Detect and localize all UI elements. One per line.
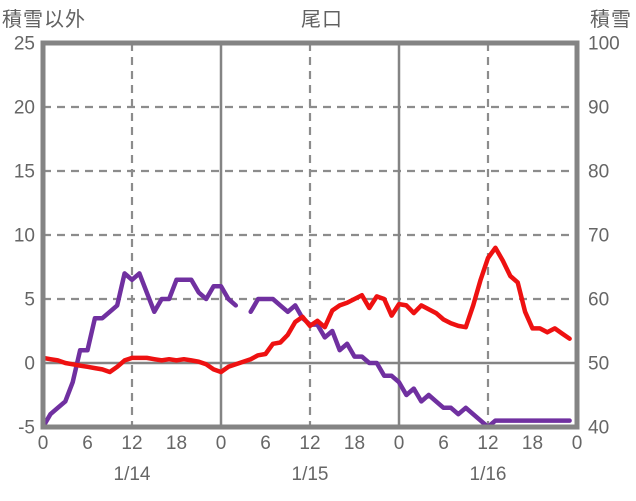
y-left-tick-label: 15 — [14, 162, 35, 183]
x-date-label: 1/16 — [470, 464, 507, 485]
x-hour-tick-label: 12 — [477, 433, 498, 454]
y-right-tick-label: 60 — [588, 290, 609, 311]
y-right-tick-label: 100 — [588, 34, 620, 55]
y-left-tick-label: 10 — [14, 226, 35, 247]
x-date-label: 1/15 — [292, 464, 329, 485]
y-left-tick-label: -5 — [18, 418, 35, 439]
y-right-tick-label: 70 — [588, 226, 609, 247]
x-hour-tick-label: 6 — [82, 433, 93, 454]
x-hour-tick-label: 12 — [121, 433, 142, 454]
x-hour-tick-label: 6 — [438, 433, 449, 454]
y-left-tick-label: 5 — [24, 290, 35, 311]
y-left-tick-label: 25 — [14, 34, 35, 55]
y-right-tick-label: 50 — [588, 354, 609, 375]
x-hour-tick-label: 18 — [344, 433, 365, 454]
series-line-non-snow — [40, 245, 572, 375]
x-hour-tick-label: 0 — [572, 433, 583, 454]
x-hour-tick-label: 18 — [522, 433, 543, 454]
chart-title: 尾口 — [301, 9, 343, 31]
left-axis-title: 積雪以外 — [2, 9, 86, 31]
right-axis-title: 積雪 — [590, 9, 632, 31]
y-right-tick-label: 40 — [588, 418, 609, 439]
plot-frame — [40, 40, 580, 430]
series-line-snow-depth — [40, 271, 572, 430]
x-hour-tick-label: 0 — [38, 433, 49, 454]
x-hour-tick-label: 6 — [260, 433, 271, 454]
x-hour-tick-label: 12 — [299, 433, 320, 454]
x-hour-tick-label: 0 — [216, 433, 227, 454]
y-left-tick-label: 20 — [14, 98, 35, 119]
y-right-tick-label: 80 — [588, 162, 609, 183]
x-date-label: 1/14 — [114, 464, 151, 485]
y-left-tick-label: 0 — [24, 354, 35, 375]
y-right-tick-label: 90 — [588, 98, 609, 119]
x-hour-tick-label: 0 — [394, 433, 405, 454]
x-hour-tick-label: 18 — [166, 433, 187, 454]
